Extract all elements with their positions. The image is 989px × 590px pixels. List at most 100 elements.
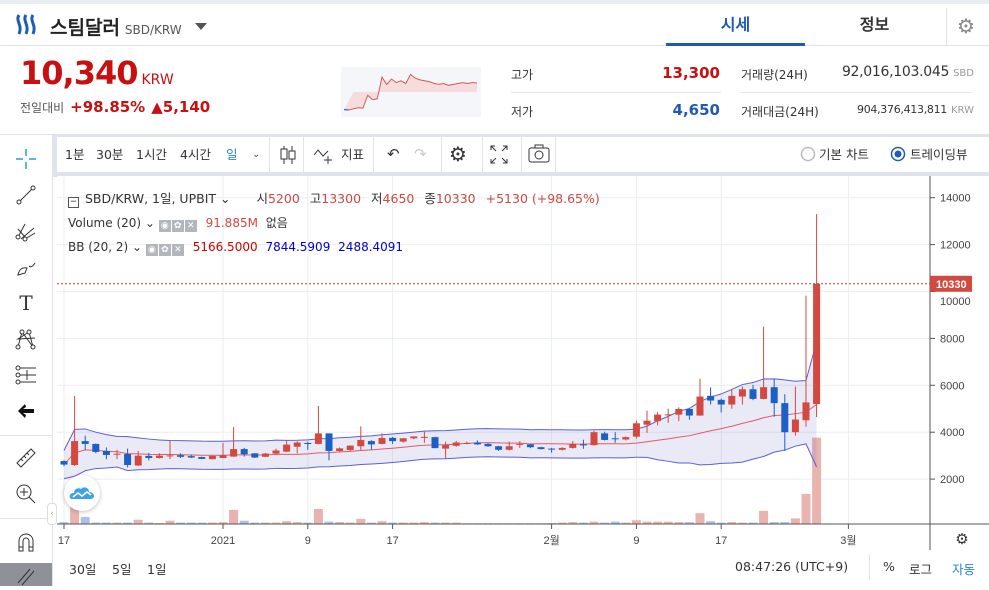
interval-1d[interactable]: 일	[226, 137, 238, 172]
divider	[511, 92, 721, 93]
coin-dropdown-caret-icon[interactable]	[195, 23, 207, 30]
candle-body	[421, 437, 428, 438]
fullscreen-icon[interactable]	[489, 137, 509, 172]
clock-timezone[interactable]: 08:47:26 (UTC+9)	[735, 559, 848, 574]
x-tick-label: 17	[386, 535, 398, 547]
interval-1h[interactable]: 1시간	[136, 137, 167, 172]
arrow-left-icon[interactable]	[0, 394, 52, 428]
measure-lines-icon[interactable]	[0, 358, 52, 392]
gear-icon[interactable]: ✿	[172, 220, 184, 232]
interval-1m[interactable]: 1분	[65, 137, 84, 172]
candle-type-icon[interactable]	[280, 137, 296, 172]
gear-icon[interactable]: ✿	[159, 244, 171, 256]
radio-basic-chart-label[interactable]: 기본 차트	[819, 137, 869, 172]
candle-body	[230, 449, 237, 457]
volume-value: 92,016,103.045	[842, 64, 949, 80]
last-price-label: 10330	[936, 279, 967, 291]
settings-gear-icon[interactable]: ⚙	[957, 14, 975, 38]
radio-tradingview-label[interactable]: 트레이딩뷰	[910, 137, 968, 172]
candle-body	[379, 438, 386, 444]
ruler-icon[interactable]	[0, 441, 52, 475]
bb-indicator-name[interactable]: BB (20, 2)	[68, 240, 128, 254]
tab-info[interactable]: 정보	[805, 4, 944, 46]
candle-body	[145, 456, 152, 458]
brush-icon[interactable]	[0, 250, 52, 284]
close-icon[interactable]: ✕	[172, 244, 184, 256]
volume-indicator-name[interactable]: Volume (20)	[68, 216, 141, 230]
symbol-chevron-icon[interactable]: ⌄	[216, 191, 230, 206]
range-5d[interactable]: 5일	[112, 559, 131, 578]
tradingview-logo-icon[interactable]	[64, 475, 100, 511]
eye-icon[interactable]: ◉	[146, 244, 158, 256]
percent-scale-toggle[interactable]: %	[883, 559, 895, 574]
divider	[946, 8, 947, 46]
candle-body	[516, 444, 523, 445]
candle-body	[442, 445, 449, 449]
zoom-in-icon[interactable]	[0, 477, 52, 511]
tab-price[interactable]: 시세	[666, 4, 805, 46]
divider	[0, 518, 52, 519]
pitchfork-icon[interactable]	[0, 214, 52, 248]
indicators-icon[interactable]	[313, 137, 339, 172]
coin-header: 스팀달러 SBD/KRW 시세 정보 ⚙	[0, 4, 989, 46]
volume-unit: SBD	[953, 68, 974, 79]
candle-body	[569, 444, 576, 448]
redo-icon[interactable]: ↷	[414, 137, 427, 172]
bottom-bar: 30일 5일 1일 08:47:26 (UTC+9) % 로그 자동	[57, 550, 989, 586]
collapse-toolbar-handle[interactable]: ‹	[47, 503, 57, 525]
radio-tradingview[interactable]	[890, 137, 906, 172]
undo-icon[interactable]: ↶	[387, 137, 400, 172]
divider	[555, 137, 556, 172]
range-30d[interactable]: 30일	[69, 559, 96, 578]
pattern-icon[interactable]	[0, 322, 52, 356]
volume-bar	[356, 519, 365, 524]
interval-4h[interactable]: 4시간	[180, 137, 211, 172]
close-icon[interactable]: ✕	[185, 220, 197, 232]
bb-chevron-icon[interactable]: ⌄	[128, 240, 146, 254]
divider	[741, 92, 971, 93]
volume-chevron-icon[interactable]: ⌄	[141, 216, 159, 230]
drawing-toolbar: T	[0, 135, 53, 586]
chart-settings-gear-icon[interactable]: ⚙	[449, 137, 467, 172]
steem-logo-icon	[14, 12, 40, 38]
interval-30m[interactable]: 30분	[96, 137, 123, 172]
coin-title: 스팀달러	[50, 13, 120, 40]
volume-bar	[791, 518, 800, 524]
log-scale-toggle[interactable]: 로그	[909, 559, 932, 578]
indicators-button[interactable]: 지표	[341, 137, 364, 172]
collapse-legend-icon[interactable]: −	[68, 197, 79, 208]
candle-body	[580, 444, 587, 445]
change-group: 전일대비 +98.85% ▲5,140	[20, 98, 210, 116]
lock-drawings-button[interactable]	[0, 563, 52, 586]
candle-body	[262, 454, 269, 457]
candle-body	[803, 402, 810, 420]
eye-icon[interactable]: ◉	[159, 220, 171, 232]
legend-open: 5200	[268, 191, 300, 206]
text-tool-icon[interactable]: T	[0, 286, 52, 320]
legend-symbol[interactable]: SBD/KRW, 1일, UPBIT	[85, 191, 216, 206]
candle-body	[410, 436, 417, 438]
radio-basic-chart[interactable]	[800, 137, 816, 172]
legend-high-label: 고	[310, 191, 322, 206]
magnet-icon[interactable]	[0, 525, 52, 559]
candle-body	[124, 454, 131, 465]
range-1d[interactable]: 1일	[147, 559, 166, 578]
candle-body	[400, 438, 407, 441]
auto-scale-toggle[interactable]: 자동	[952, 559, 975, 578]
candle-body	[432, 437, 439, 448]
crosshair-icon[interactable]	[0, 142, 52, 176]
divider	[373, 137, 374, 172]
legend-bb-row: BB (20, 2) ⌄ ◉✿✕ 5166.5000 7844.5909 248…	[68, 240, 403, 256]
trend-line-icon[interactable]	[0, 178, 52, 212]
candle-body	[114, 454, 121, 455]
price-currency: KRW	[141, 72, 173, 88]
y-tick-label: 2000	[940, 474, 964, 486]
divider	[0, 435, 52, 436]
screenshot-camera-icon[interactable]	[528, 137, 550, 172]
candle-body	[156, 456, 163, 458]
volume-extra: 없음	[266, 216, 288, 230]
candle-body	[241, 449, 248, 454]
candle-body	[697, 397, 704, 416]
interval-chevron-down-icon[interactable]: ⌄	[252, 137, 260, 172]
